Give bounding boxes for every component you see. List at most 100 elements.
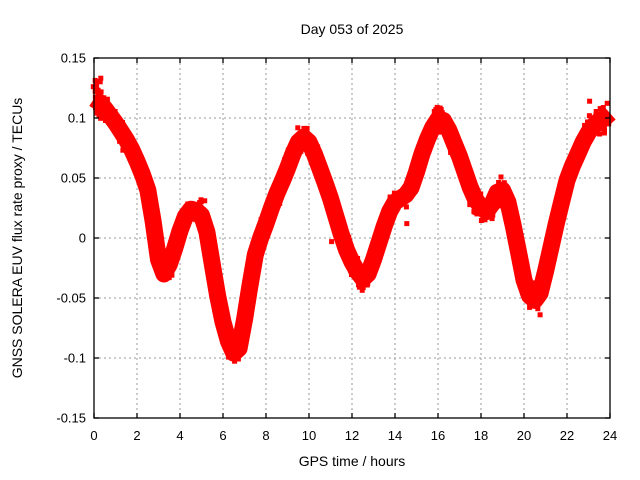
- data-point: [238, 337, 244, 343]
- data-point: [243, 302, 249, 308]
- data-point: [255, 249, 261, 255]
- data-point: [163, 261, 168, 267]
- x-tick-label: 8: [262, 428, 269, 443]
- data-point: [602, 128, 607, 134]
- data-point: [143, 168, 149, 174]
- x-axis-title: GPS time / hours: [298, 453, 406, 469]
- data-point: [104, 96, 110, 102]
- data-point: [336, 220, 342, 226]
- data-point: [404, 221, 410, 227]
- data-point: [370, 266, 376, 272]
- data-point: [103, 118, 108, 123]
- x-tick-label: 16: [431, 428, 445, 443]
- data-point: [380, 227, 386, 233]
- data-point: [352, 262, 358, 268]
- data-point: [561, 190, 567, 196]
- data-point: [601, 123, 607, 129]
- data-point: [323, 194, 329, 199]
- data-point: [582, 122, 588, 128]
- data-point: [365, 281, 371, 286]
- data-point: [474, 203, 480, 209]
- data-point: [374, 248, 380, 254]
- data-point: [521, 279, 527, 285]
- data-point: [501, 180, 507, 186]
- data-point: [552, 234, 558, 240]
- data-point: [121, 147, 127, 153]
- data-point: [580, 141, 586, 147]
- data-point: [541, 264, 546, 270]
- data-point: [509, 209, 515, 215]
- data-point: [175, 237, 181, 243]
- data-point: [503, 197, 509, 203]
- data-point: [506, 211, 512, 217]
- x-tick-label: 0: [90, 428, 97, 443]
- data-point: [189, 216, 195, 222]
- data-point: [488, 194, 494, 200]
- data-point: [584, 142, 589, 148]
- data-point: [529, 299, 535, 305]
- data-point: [266, 223, 272, 229]
- data-point: [586, 113, 592, 119]
- data-point: [135, 174, 141, 180]
- data-point: [364, 261, 370, 267]
- data-point: [409, 183, 415, 189]
- data-point: [539, 290, 545, 296]
- data-point: [179, 236, 185, 242]
- data-point: [427, 142, 433, 148]
- y-tick-label: -0.1: [64, 351, 86, 366]
- data-point: [289, 167, 295, 173]
- data-point: [495, 198, 501, 204]
- data-point: [384, 218, 390, 224]
- data-point: [156, 258, 162, 264]
- data-point: [217, 293, 222, 298]
- data-point: [548, 234, 554, 240]
- data-point: [117, 138, 123, 144]
- data-point: [281, 188, 287, 193]
- data-point: [346, 234, 352, 240]
- data-point: [295, 125, 301, 131]
- data-point: [448, 130, 453, 136]
- data-point: [489, 216, 495, 222]
- data-point: [551, 228, 557, 233]
- data-point: [593, 126, 599, 132]
- data-point: [265, 211, 271, 217]
- data-point: [235, 356, 241, 362]
- data-point: [94, 79, 100, 85]
- data-point: [416, 160, 422, 166]
- data-point: [465, 174, 471, 180]
- data-point: [502, 192, 508, 198]
- data-point: [575, 148, 581, 154]
- data-point: [391, 190, 397, 196]
- data-point: [361, 282, 367, 288]
- data-point: [435, 119, 441, 125]
- data-point: [469, 200, 475, 206]
- data-point: [560, 204, 565, 210]
- data-point: [376, 242, 381, 248]
- data-point: [152, 226, 158, 232]
- data-point: [337, 216, 343, 222]
- data-point: [439, 110, 445, 116]
- x-tick-label: 10: [302, 428, 316, 443]
- data-point: [574, 163, 580, 169]
- data-point: [174, 223, 180, 229]
- data-point: [226, 332, 232, 338]
- x-tick-label: 20: [517, 428, 531, 443]
- data-point: [239, 326, 245, 332]
- data-point: [385, 224, 391, 230]
- data-point: [242, 314, 248, 320]
- data-point: [541, 287, 547, 293]
- data-point: [211, 278, 216, 284]
- data-point: [271, 210, 277, 216]
- data-point: [539, 282, 544, 288]
- data-point: [242, 327, 248, 333]
- data-point: [493, 185, 499, 191]
- y-tick-label: 0.15: [61, 51, 86, 66]
- data-point: [257, 236, 263, 242]
- data-point: [511, 248, 517, 254]
- data-point: [245, 310, 251, 316]
- data-point: [448, 149, 454, 155]
- data-point: [371, 262, 377, 268]
- data-point: [534, 283, 539, 289]
- data-point: [535, 306, 541, 312]
